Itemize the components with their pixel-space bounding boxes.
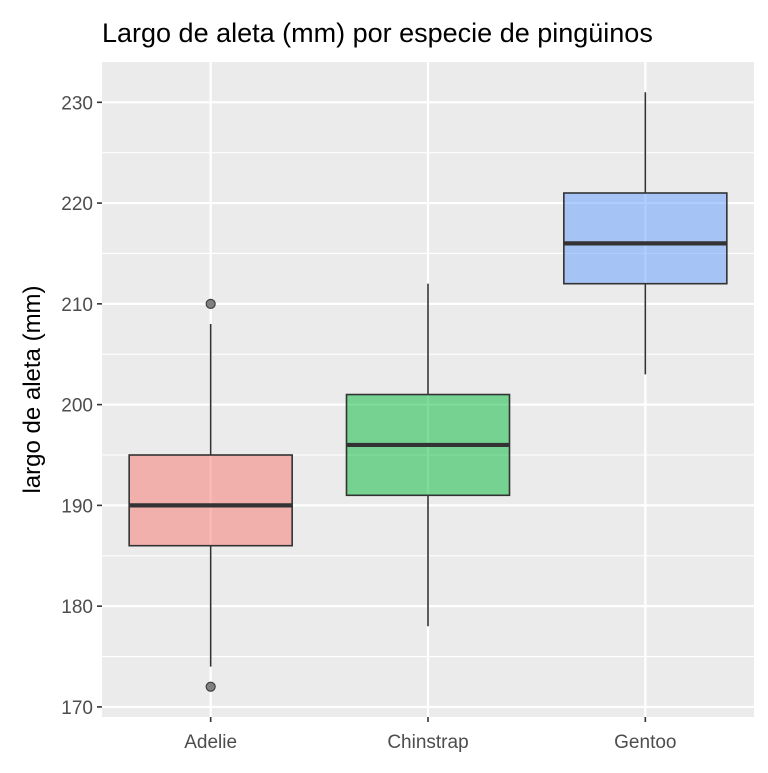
iqr-box	[563, 192, 728, 285]
y-tick-label: 230	[61, 93, 93, 114]
box-adelie	[128, 298, 293, 692]
y-axis-label: largo de aleta (mm)	[19, 285, 46, 493]
boxes-layer	[128, 92, 728, 692]
y-tick-label: 200	[61, 396, 93, 417]
box-chinstrap	[345, 283, 511, 627]
x-tick-label: Adelie	[184, 732, 237, 753]
outlier-point	[205, 681, 216, 692]
x-axis: Adelie Chinstrap Gentoo	[184, 717, 676, 753]
y-tick-label: 210	[61, 295, 93, 316]
x-tick-label: Gentoo	[614, 732, 676, 753]
iqr-box	[128, 454, 293, 547]
y-tick-label: 220	[61, 194, 93, 215]
y-tick-label: 190	[61, 496, 93, 517]
outlier-point	[205, 298, 216, 309]
y-tick-label: 180	[61, 597, 93, 618]
y-axis: 170 180 190 200 210 220 230	[61, 93, 102, 719]
y-tick-label: 170	[61, 698, 93, 719]
x-tick-label: Chinstrap	[387, 732, 468, 753]
box-gentoo	[563, 92, 728, 375]
chart-title: Largo de aleta (mm) por especie de pingü…	[102, 18, 653, 48]
